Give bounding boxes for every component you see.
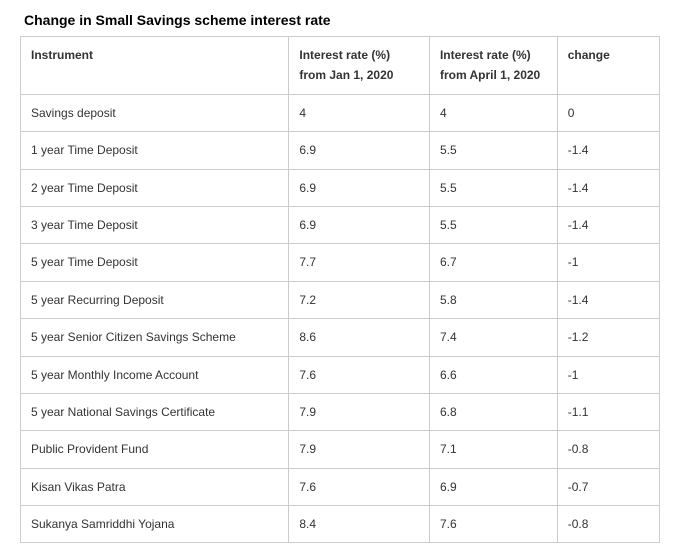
cell-instrument: 5 year Recurring Deposit <box>21 281 289 318</box>
cell-rate_jan: 7.9 <box>289 393 430 430</box>
cell-change: -1.2 <box>557 319 659 356</box>
cell-instrument: 5 year Time Deposit <box>21 244 289 281</box>
table-row: Sukanya Samriddhi Yojana8.47.6-0.8 <box>21 506 660 543</box>
cell-rate_apr: 5.8 <box>429 281 557 318</box>
cell-change: -1 <box>557 356 659 393</box>
cell-rate_jan: 4 <box>289 94 430 131</box>
col-header-rate-apr: Interest rate (%) from April 1, 2020 <box>429 37 557 95</box>
table-row: 5 year Time Deposit7.76.7-1 <box>21 244 660 281</box>
cell-instrument: Savings deposit <box>21 94 289 131</box>
table-row: Kisan Vikas Patra7.66.9-0.7 <box>21 468 660 505</box>
cell-rate_apr: 5.5 <box>429 206 557 243</box>
cell-rate_apr: 5.5 <box>429 132 557 169</box>
table-title: Change in Small Savings scheme interest … <box>20 12 660 28</box>
cell-rate_jan: 7.6 <box>289 468 430 505</box>
cell-change: -1.4 <box>557 169 659 206</box>
cell-instrument: Kisan Vikas Patra <box>21 468 289 505</box>
table-row: 5 year Senior Citizen Savings Scheme8.67… <box>21 319 660 356</box>
cell-rate_apr: 6.9 <box>429 468 557 505</box>
cell-change: -0.8 <box>557 506 659 543</box>
cell-instrument: 2 year Time Deposit <box>21 169 289 206</box>
cell-rate_jan: 7.7 <box>289 244 430 281</box>
cell-rate_jan: 7.9 <box>289 431 430 468</box>
cell-rate_jan: 7.6 <box>289 356 430 393</box>
col-header-instrument: Instrument <box>21 37 289 95</box>
col-header-rate-jan: Interest rate (%) from Jan 1, 2020 <box>289 37 430 95</box>
table-row: 1 year Time Deposit6.95.5-1.4 <box>21 132 660 169</box>
table-row: 5 year National Savings Certificate7.96.… <box>21 393 660 430</box>
cell-change: -1.4 <box>557 281 659 318</box>
cell-instrument: Sukanya Samriddhi Yojana <box>21 506 289 543</box>
cell-rate_apr: 7.6 <box>429 506 557 543</box>
table-row: 5 year Monthly Income Account7.66.6-1 <box>21 356 660 393</box>
table-row: Savings deposit440 <box>21 94 660 131</box>
table-row: 5 year Recurring Deposit7.25.8-1.4 <box>21 281 660 318</box>
cell-rate_jan: 6.9 <box>289 132 430 169</box>
cell-instrument: 5 year Monthly Income Account <box>21 356 289 393</box>
cell-change: -1.4 <box>557 132 659 169</box>
cell-change: -0.8 <box>557 431 659 468</box>
cell-rate_jan: 8.6 <box>289 319 430 356</box>
cell-change: -1.4 <box>557 206 659 243</box>
cell-change: -0.7 <box>557 468 659 505</box>
cell-change: 0 <box>557 94 659 131</box>
savings-table: Instrument Interest rate (%) from Jan 1,… <box>20 36 660 543</box>
cell-rate_apr: 6.7 <box>429 244 557 281</box>
cell-change: -1 <box>557 244 659 281</box>
cell-rate_jan: 7.2 <box>289 281 430 318</box>
cell-rate_apr: 5.5 <box>429 169 557 206</box>
cell-rate_apr: 7.4 <box>429 319 557 356</box>
table-row: Public Provident Fund7.97.1-0.8 <box>21 431 660 468</box>
cell-rate_apr: 6.6 <box>429 356 557 393</box>
table-header-row: Instrument Interest rate (%) from Jan 1,… <box>21 37 660 95</box>
cell-instrument: 5 year National Savings Certificate <box>21 393 289 430</box>
cell-rate_apr: 7.1 <box>429 431 557 468</box>
cell-rate_jan: 6.9 <box>289 206 430 243</box>
cell-rate_apr: 4 <box>429 94 557 131</box>
table-row: 2 year Time Deposit6.95.5-1.4 <box>21 169 660 206</box>
cell-instrument: Public Provident Fund <box>21 431 289 468</box>
cell-instrument: 3 year Time Deposit <box>21 206 289 243</box>
cell-rate_jan: 6.9 <box>289 169 430 206</box>
cell-change: -1.1 <box>557 393 659 430</box>
table-body: Savings deposit4401 year Time Deposit6.9… <box>21 94 660 543</box>
cell-instrument: 1 year Time Deposit <box>21 132 289 169</box>
cell-instrument: 5 year Senior Citizen Savings Scheme <box>21 319 289 356</box>
cell-rate_jan: 8.4 <box>289 506 430 543</box>
table-row: 3 year Time Deposit6.95.5-1.4 <box>21 206 660 243</box>
cell-rate_apr: 6.8 <box>429 393 557 430</box>
col-header-change: change <box>557 37 659 95</box>
